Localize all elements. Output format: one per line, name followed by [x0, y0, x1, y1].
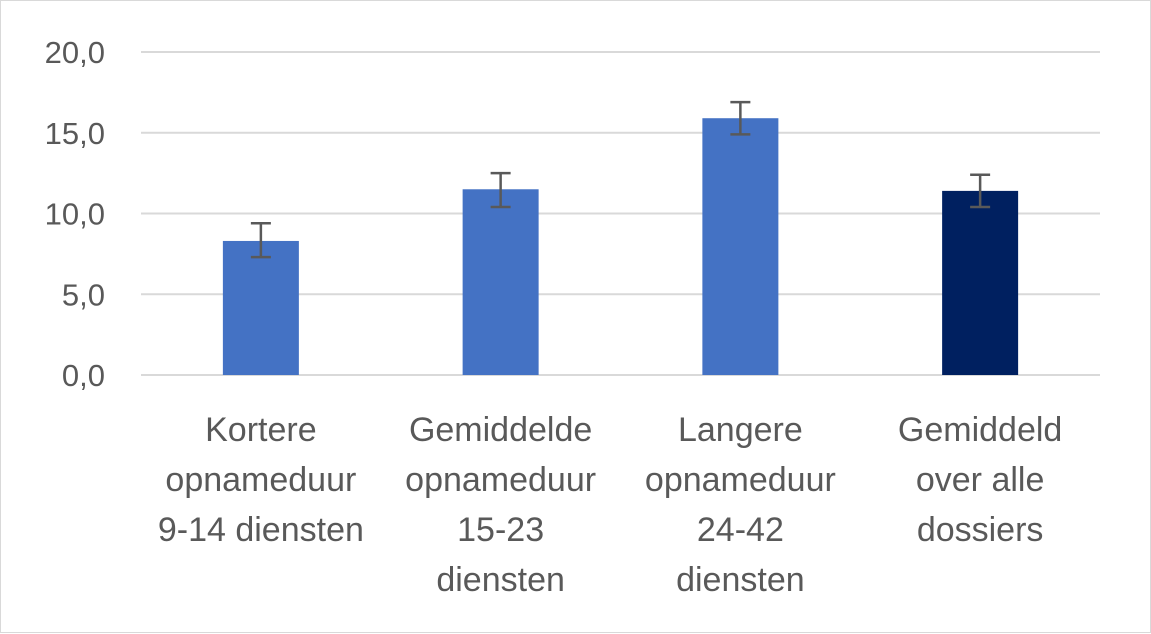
- y-tick-label: 0,0: [62, 358, 105, 393]
- y-tick-label: 5,0: [62, 277, 105, 312]
- x-category-label-line: 9-14 diensten: [158, 511, 364, 549]
- x-category-label-line: opnameduur: [405, 461, 596, 499]
- x-category-label-line: diensten: [436, 561, 565, 599]
- error-bar: [730, 100, 751, 136]
- y-tick-label: 15,0: [45, 116, 105, 151]
- x-category-label-line: dossiers: [917, 511, 1044, 549]
- x-category-label-line: Kortere: [205, 411, 317, 449]
- x-category-label-line: over alle: [916, 461, 1045, 499]
- x-category-label-line: Langere: [678, 411, 803, 449]
- x-category-label: Gemiddelde opnameduur 15-23 diensten: [405, 411, 596, 599]
- error-bar: [970, 173, 991, 209]
- x-axis-category-labels: Kortere opnameduur 9-14 diensten Gemiddelde…: [158, 411, 1062, 599]
- error-bars: [250, 100, 991, 259]
- x-category-label-line: 15-23: [457, 511, 544, 549]
- gridlines: [141, 51, 1100, 376]
- x-category-label-line: Gemiddeld: [898, 411, 1062, 449]
- x-category-label: Langere opnameduur 24-42 diensten: [645, 411, 836, 599]
- error-bar: [250, 221, 271, 259]
- y-tick-label: 10,0: [45, 197, 105, 232]
- y-axis-tick-labels: 0,0 5,0 10,0 15,0 20,0: [45, 35, 105, 393]
- bars: [222, 118, 1019, 375]
- error-bar: [490, 171, 511, 209]
- x-category-label-line: 24-42: [697, 511, 784, 549]
- x-category-label: Kortere opnameduur 9-14 diensten: [158, 411, 364, 549]
- bar: [222, 240, 299, 375]
- bar: [942, 190, 1019, 375]
- bar: [702, 118, 779, 375]
- x-category-label-line: Gemiddelde: [409, 411, 592, 449]
- x-category-label-line: opnameduur: [165, 461, 356, 499]
- bar: [462, 189, 539, 375]
- y-tick-label: 20,0: [45, 35, 105, 70]
- x-category-label-line: opnameduur: [645, 461, 836, 499]
- x-category-label: Gemiddeld over alle dossiers: [898, 411, 1062, 549]
- x-category-label-line: diensten: [676, 561, 805, 599]
